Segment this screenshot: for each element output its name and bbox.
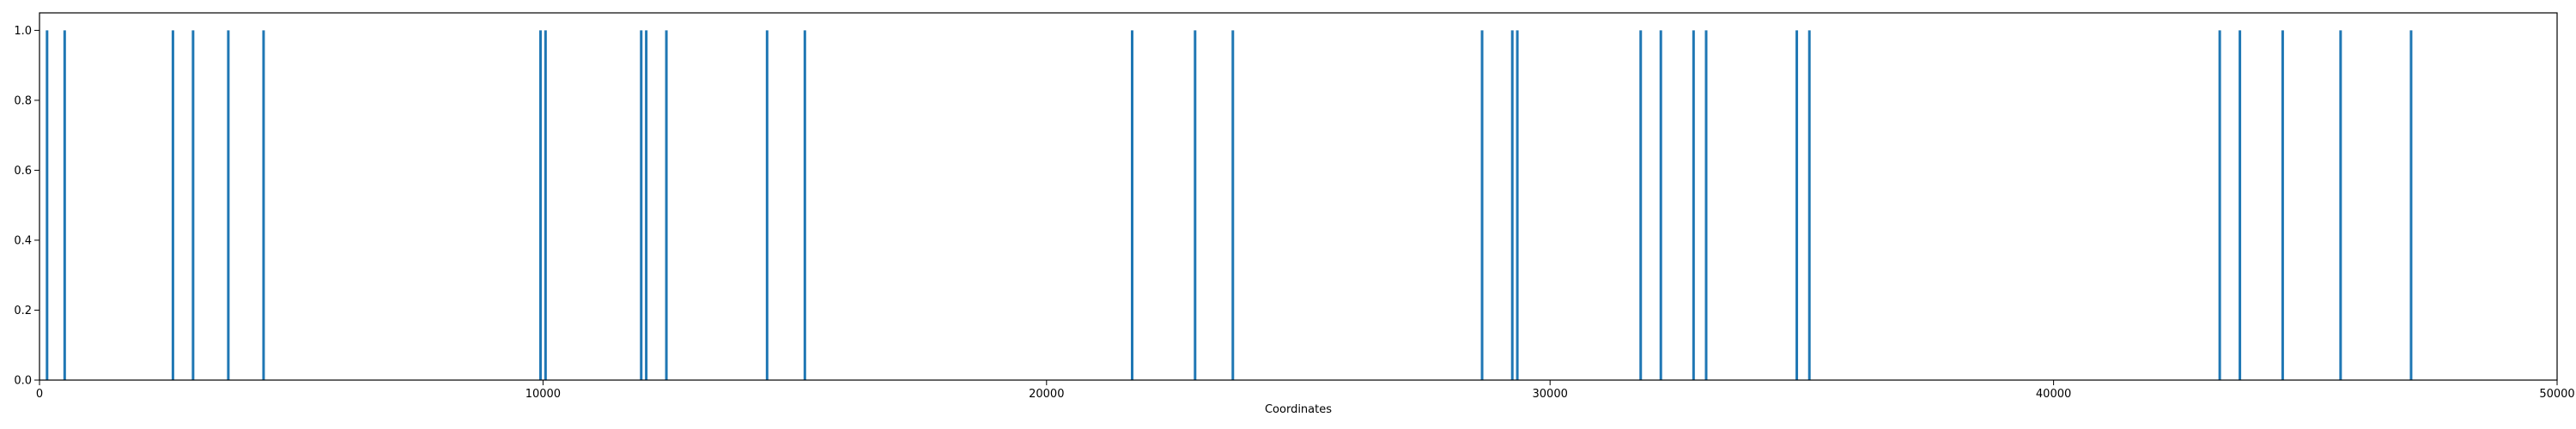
bar [538,30,542,380]
bar [2281,30,2284,380]
bar [2409,30,2413,380]
bar [2339,30,2342,380]
x-tick-label: 10000 [526,388,561,401]
y-tick-label: 0.2 [14,305,32,317]
y-tick-label: 1.0 [14,25,32,38]
bar [544,30,547,380]
bar [1130,30,1133,380]
bar [1194,30,1197,380]
y-tick-label: 0.4 [14,234,32,247]
bar [1231,30,1235,380]
axes-frame [39,12,2558,381]
x-tick-label: 0 [36,388,43,401]
x-axis-label: Coordinates [1265,403,1332,416]
x-tick-label: 20000 [1029,388,1064,401]
bar [1692,30,1695,380]
y-tick-label: 0.6 [14,165,32,178]
x-tick-label: 50000 [2539,388,2574,401]
bar [63,30,66,380]
bar [640,30,643,380]
bar [191,30,195,380]
x-axis-ticks: 0 10000 20000 30000 40000 50000 [36,380,2575,401]
bar [1510,30,1514,380]
bar [1659,30,1662,380]
bar [171,30,174,380]
bar [262,30,265,380]
x-tick-label: 30000 [1533,388,1568,401]
bar [1639,30,1643,380]
bar [803,30,806,380]
bar [46,30,49,380]
bar [2239,30,2242,380]
y-axis-ticks: 0.0 0.2 0.4 0.6 0.8 1.0 [14,25,39,388]
bar [1480,30,1484,380]
y-tick-label: 0.8 [14,94,32,107]
y-tick-label: 0.0 [14,375,32,388]
bar [2218,30,2221,380]
bar [1516,30,1519,380]
bar [765,30,769,380]
bar [1807,30,1811,380]
bar [645,30,648,380]
bar [227,30,230,380]
bar [1795,30,1799,380]
x-tick-label: 40000 [2036,388,2071,401]
bars-group [46,30,2413,380]
bar [665,30,668,380]
bar [1704,30,1708,380]
